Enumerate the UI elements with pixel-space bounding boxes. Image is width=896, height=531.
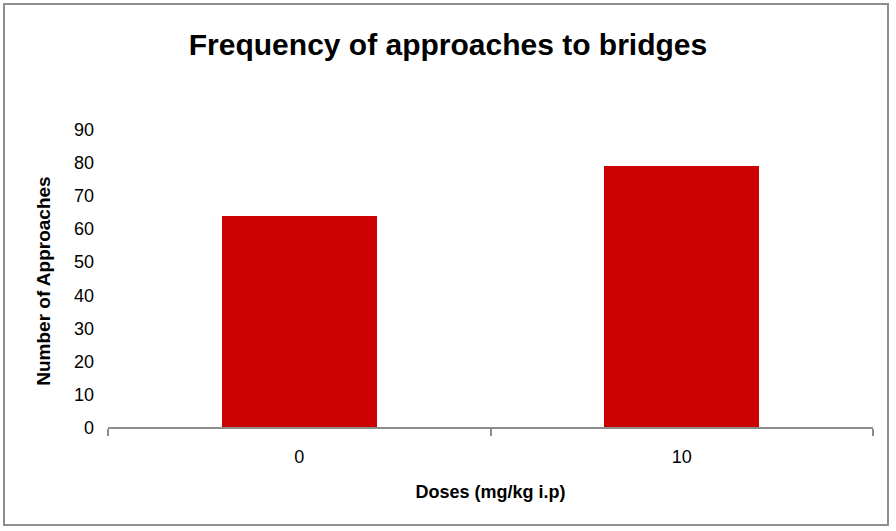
y-tick-label: 50 xyxy=(30,251,94,273)
chart-canvas: Frequency of approaches to bridges Numbe… xyxy=(0,0,896,531)
y-tick-label: 70 xyxy=(30,185,94,207)
bar-dose-0 xyxy=(222,216,377,428)
y-tick-label: 0 xyxy=(30,417,94,439)
y-tick-label: 90 xyxy=(30,119,94,141)
axis-tick-mark xyxy=(872,429,874,436)
axis-tick-mark xyxy=(490,429,492,436)
x-tick-label: 0 xyxy=(259,446,339,468)
y-tick-label: 10 xyxy=(30,384,94,406)
y-tick-label: 30 xyxy=(30,318,94,340)
x-axis-title: Doses (mg/kg i.p) xyxy=(108,482,873,503)
y-tick-label: 40 xyxy=(30,285,94,307)
chart-title: Frequency of approaches to bridges xyxy=(0,28,896,62)
y-tick-label: 20 xyxy=(30,351,94,373)
bar-dose-10 xyxy=(604,166,759,428)
x-tick-label: 10 xyxy=(642,446,722,468)
axis-tick-mark xyxy=(107,429,109,436)
y-tick-label: 80 xyxy=(30,152,94,174)
y-tick-label: 60 xyxy=(30,218,94,240)
